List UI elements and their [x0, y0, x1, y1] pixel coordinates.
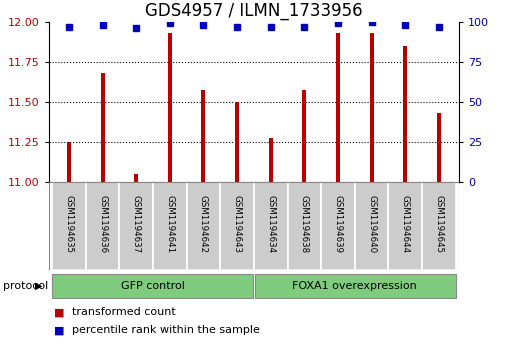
- Text: ■: ■: [54, 307, 64, 317]
- Bar: [67, 142, 71, 182]
- Text: GSM1194637: GSM1194637: [132, 195, 141, 253]
- Title: GDS4957 / ILMN_1733956: GDS4957 / ILMN_1733956: [145, 3, 363, 20]
- Text: GFP control: GFP control: [121, 281, 185, 291]
- Text: GSM1194635: GSM1194635: [65, 195, 73, 253]
- Text: GSM1194636: GSM1194636: [98, 195, 107, 253]
- Bar: [220, 182, 254, 270]
- Bar: [187, 182, 220, 270]
- Bar: [153, 182, 187, 270]
- Text: GSM1194643: GSM1194643: [232, 195, 242, 253]
- Text: GSM1194634: GSM1194634: [266, 195, 275, 253]
- Bar: [403, 46, 407, 182]
- Bar: [336, 33, 340, 182]
- Text: GSM1194645: GSM1194645: [435, 195, 443, 253]
- Bar: [422, 182, 456, 270]
- Text: ■: ■: [54, 325, 64, 335]
- Bar: [52, 182, 86, 270]
- Text: GSM1194644: GSM1194644: [401, 195, 410, 253]
- Bar: [288, 182, 321, 270]
- Bar: [437, 113, 441, 182]
- Bar: [120, 182, 153, 270]
- Bar: [235, 102, 239, 182]
- Bar: [388, 182, 422, 270]
- Bar: [86, 182, 120, 270]
- Text: GSM1194642: GSM1194642: [199, 195, 208, 253]
- Bar: [101, 73, 105, 182]
- Bar: [370, 33, 373, 182]
- Text: percentile rank within the sample: percentile rank within the sample: [72, 325, 260, 335]
- Bar: [254, 274, 456, 298]
- Text: GSM1194640: GSM1194640: [367, 195, 376, 253]
- Text: FOXA1 overexpression: FOXA1 overexpression: [292, 281, 417, 291]
- Bar: [254, 182, 288, 270]
- Bar: [134, 174, 138, 182]
- Bar: [302, 90, 306, 182]
- Text: protocol: protocol: [3, 281, 48, 291]
- Text: ▶: ▶: [35, 281, 43, 291]
- Bar: [168, 33, 172, 182]
- Bar: [52, 274, 253, 298]
- Text: GSM1194638: GSM1194638: [300, 195, 309, 253]
- Text: transformed count: transformed count: [72, 307, 175, 317]
- Bar: [202, 90, 206, 182]
- Bar: [355, 182, 388, 270]
- Bar: [269, 138, 273, 182]
- Text: GSM1194641: GSM1194641: [165, 195, 174, 253]
- Bar: [321, 182, 355, 270]
- Text: GSM1194639: GSM1194639: [333, 195, 343, 253]
